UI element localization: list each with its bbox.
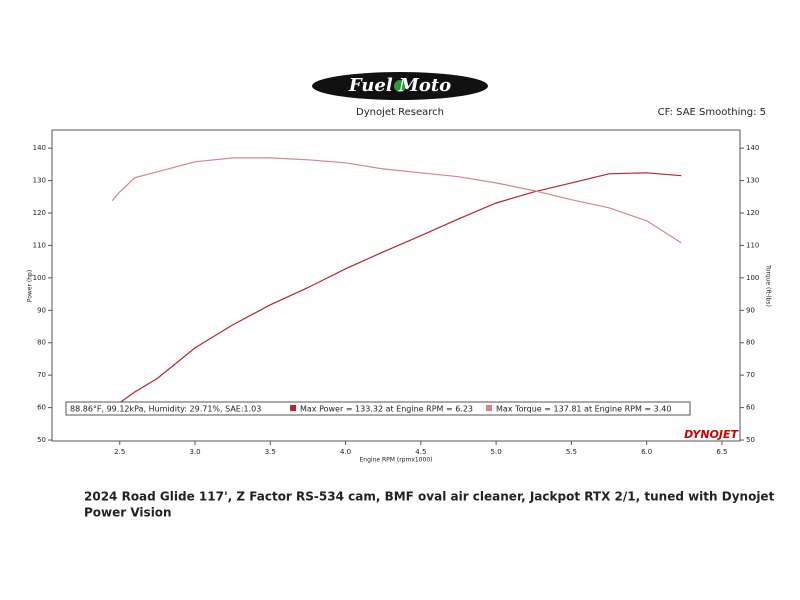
y2-tick-label: 90: [746, 306, 755, 314]
y-tick-label: 120: [33, 209, 46, 217]
legend-swatch: [486, 405, 492, 411]
legend-box: [65, 401, 691, 416]
legend-entry: Max Torque = 137.81 at Engine RPM = 3.40: [496, 405, 671, 414]
y-tick-label: 60: [37, 404, 46, 412]
y2-tick-label: 100: [746, 274, 759, 282]
x-tick-label: 3.5: [265, 448, 276, 456]
series-line: [119, 172, 682, 404]
y2-tick-label: 70: [746, 371, 755, 379]
y2-tick-label: 140: [746, 144, 759, 152]
x-tick-label: 5.5: [566, 448, 577, 456]
legend-swatch: [290, 405, 296, 411]
x-tick-label: 6.5: [716, 448, 727, 456]
x-tick-label: 3.0: [189, 448, 200, 456]
y-tick-label: 90: [37, 306, 46, 314]
x-tick-label: 2.5: [114, 448, 125, 456]
y2-axis-label: Torque (ft-lbs): [765, 264, 772, 307]
x-tick-label: 4.5: [415, 448, 426, 456]
legend-entry: Max Power = 133.32 at Engine RPM = 6.23: [300, 405, 473, 414]
x-tick-label: 5.0: [491, 448, 502, 456]
x-tick-label: 6.0: [641, 448, 652, 456]
y-tick-label: 140: [33, 144, 46, 152]
annotation: 88.86°F, 99.12kPa, Humidity: 29.71%, SAE…: [70, 405, 261, 414]
chart-subtitle: CF: SAE Smoothing: 5: [658, 107, 766, 118]
y-tick-label: 130: [33, 177, 46, 185]
y2-tick-label: 60: [746, 404, 755, 412]
y-tick-label: 80: [37, 339, 46, 347]
y-axis-label: Power (hp): [27, 270, 34, 302]
chart-title: Dynojet Research: [356, 107, 444, 118]
y2-tick-label: 130: [746, 177, 759, 185]
watermark: DYNOJET: [684, 428, 739, 441]
x-axis-label: Engine RPM (rpmx1000): [360, 457, 433, 464]
logo-clover: [394, 80, 406, 92]
y-tick-label: 100: [33, 274, 46, 282]
y2-tick-label: 50: [746, 436, 755, 444]
series-line: [111, 157, 682, 244]
x-tick-label: 4.0: [340, 448, 351, 456]
caption: 2024 Road Glide 117', Z Factor RS-534 ca…: [84, 490, 775, 504]
y2-tick-label: 80: [746, 339, 755, 347]
caption: Power Vision: [84, 506, 172, 520]
y2-tick-label: 110: [746, 241, 759, 249]
logo: Fuel Moto: [348, 75, 451, 96]
y-tick-label: 70: [37, 371, 46, 379]
y-tick-label: 50: [37, 436, 46, 444]
plot-frame: [51, 129, 741, 442]
y-tick-label: 110: [33, 241, 46, 249]
y2-tick-label: 120: [746, 209, 759, 217]
